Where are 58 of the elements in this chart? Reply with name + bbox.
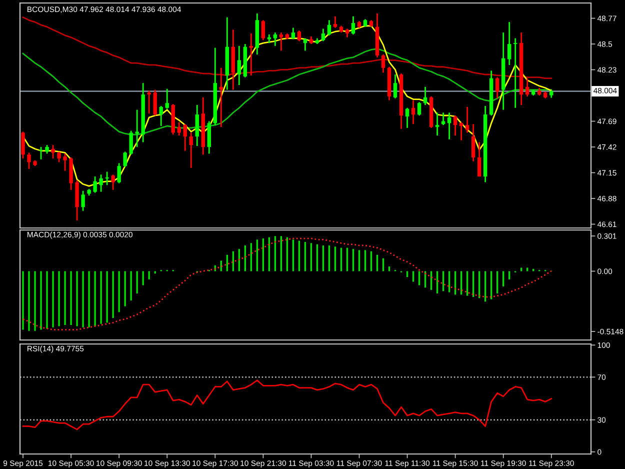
candlestick <box>51 144 55 160</box>
candlestick <box>405 107 410 129</box>
candlestick <box>495 76 500 100</box>
candlestick <box>27 152 31 170</box>
candlestick <box>39 146 43 160</box>
candlestick <box>261 19 266 41</box>
candlestick <box>441 112 446 126</box>
candlestick <box>63 152 67 172</box>
line-series <box>22 380 552 430</box>
candlestick <box>303 38 308 52</box>
candlestick <box>417 101 422 116</box>
candlestick <box>57 151 61 163</box>
candlestick <box>111 174 115 191</box>
candlestick <box>183 123 187 152</box>
candlestick <box>177 121 181 136</box>
candlestick <box>21 131 25 160</box>
candlestick <box>195 104 199 147</box>
candlestick <box>237 45 242 86</box>
candlestick <box>477 142 482 178</box>
candlestick <box>159 105 163 127</box>
candlestick <box>207 120 211 154</box>
candlestick <box>393 74 398 100</box>
candlestick <box>279 32 284 52</box>
candlestick <box>333 16 338 28</box>
candlestick <box>291 27 296 40</box>
candlestick <box>297 30 302 42</box>
candlestick <box>471 123 476 162</box>
candlestick <box>165 88 169 110</box>
candlestick <box>321 28 326 42</box>
candlestick <box>135 109 139 148</box>
candlestick <box>507 21 512 66</box>
candlestick <box>99 174 103 192</box>
candlestick <box>219 67 223 128</box>
candlestick <box>273 32 278 47</box>
candlestick <box>123 151 127 168</box>
candlestick <box>465 106 470 134</box>
candlestick <box>513 38 518 109</box>
candlestick <box>423 86 428 106</box>
candlestick <box>525 78 530 98</box>
candlestick <box>447 112 452 140</box>
candlestick <box>81 190 85 212</box>
candlestick <box>381 54 386 74</box>
candlestick <box>327 19 332 36</box>
candlestick <box>411 100 416 125</box>
candlestick <box>129 130 133 156</box>
candlestick <box>93 176 97 194</box>
candlestick <box>351 16 356 36</box>
candlestick <box>453 114 458 136</box>
line-series <box>22 16 552 80</box>
candlestick <box>117 162 121 184</box>
candlestick <box>189 132 193 169</box>
candlestick <box>435 112 440 136</box>
candlestick <box>459 121 464 141</box>
candlestick <box>105 171 109 186</box>
candlestick <box>249 32 254 76</box>
candlestick <box>153 89 157 116</box>
candlestick <box>147 90 151 114</box>
line-series <box>22 238 552 330</box>
